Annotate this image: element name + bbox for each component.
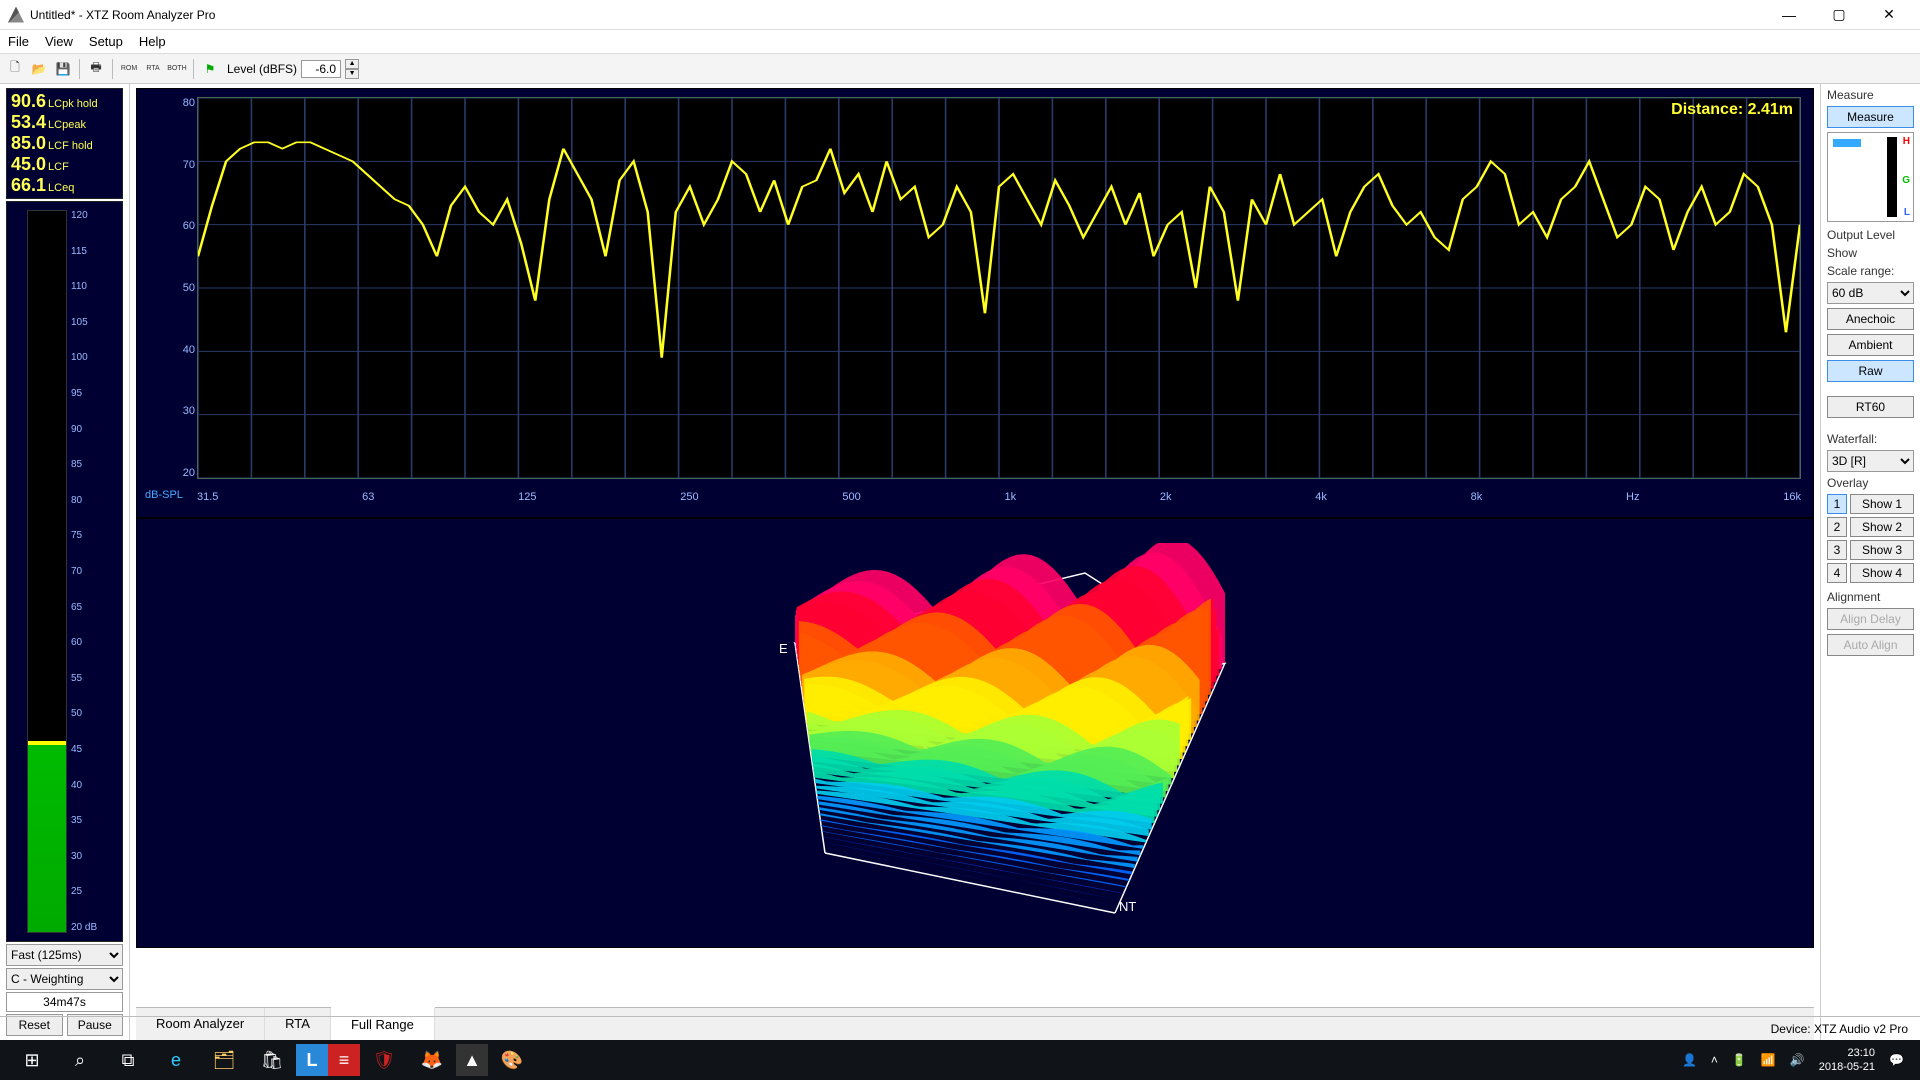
- status-bar: Device: XTZ Audio v2 Pro: [0, 1016, 1920, 1040]
- tray-chevron-icon[interactable]: ˄: [1711, 1053, 1718, 1067]
- overlay-1-show[interactable]: Show 1: [1850, 494, 1914, 514]
- overlay-4-show[interactable]: Show 4: [1850, 563, 1914, 583]
- toolbar: 🗋 📂 💾 🖶 ROM RTA BOTH ⚑ Level (dBFS) -6.0…: [0, 54, 1920, 84]
- save-button[interactable]: 💾: [52, 58, 74, 80]
- ambient-button[interactable]: Ambient: [1827, 334, 1914, 356]
- align-delay-button[interactable]: Align Delay: [1827, 608, 1914, 630]
- rt60-button[interactable]: RT60: [1827, 396, 1914, 418]
- overlay-2-show[interactable]: Show 2: [1850, 517, 1914, 537]
- window-title: Untitled* - XTZ Room Analyzer Pro: [30, 8, 1774, 22]
- mcafee-icon[interactable]: 🛡: [360, 1040, 408, 1080]
- elapsed-time: 34m47s: [6, 992, 123, 1012]
- search-icon[interactable]: ⌕: [56, 1040, 104, 1080]
- people-icon[interactable]: 👤: [1682, 1053, 1697, 1067]
- new-button[interactable]: 🗋: [4, 58, 26, 80]
- menu-help[interactable]: Help: [139, 34, 166, 49]
- notifications-icon[interactable]: 💬: [1889, 1053, 1904, 1067]
- spl-readout: 45.0LCF: [11, 154, 118, 175]
- speed-select[interactable]: Fast (125ms): [6, 944, 123, 966]
- right-panel: Measure Measure H G L Output Level Show …: [1820, 84, 1920, 1040]
- show-label: Show: [1827, 246, 1914, 260]
- weighting-select[interactable]: C - Weighting: [6, 968, 123, 990]
- battery-icon[interactable]: 🔋: [1732, 1053, 1747, 1067]
- db-spl-label: dB-SPL: [145, 489, 183, 501]
- start-button[interactable]: ⊞: [8, 1040, 56, 1080]
- close-button[interactable]: ✕: [1874, 5, 1904, 25]
- app-icon: [8, 7, 24, 23]
- edge-icon[interactable]: e: [152, 1040, 200, 1080]
- both-button[interactable]: BOTH: [166, 58, 188, 80]
- rom-button[interactable]: ROM: [118, 58, 140, 80]
- spl-readout: 90.6LCpk hold: [11, 91, 118, 112]
- axis-nt-label: NT: [1119, 899, 1136, 914]
- wifi-icon[interactable]: 📶: [1761, 1053, 1776, 1067]
- level-label: Level (dBFS): [227, 62, 297, 76]
- axis-e-label: E: [779, 641, 788, 656]
- menu-setup[interactable]: Setup: [89, 34, 123, 49]
- measure-header: Measure: [1827, 88, 1914, 102]
- level-scale-icon: [1887, 137, 1897, 217]
- scale-range-label: Scale range:: [1827, 264, 1914, 278]
- firefox-icon[interactable]: 🦊: [408, 1040, 456, 1080]
- xtz-app-icon[interactable]: ▲: [456, 1044, 488, 1076]
- raw-button[interactable]: Raw: [1827, 360, 1914, 382]
- level-meter: 1201151101051009590858075706560555045403…: [6, 201, 123, 942]
- overlay-3-show[interactable]: Show 3: [1850, 540, 1914, 560]
- spl-readout: 53.4LCpeak: [11, 112, 118, 133]
- chart-area: 80706050403020 Distance: 2.41m dB-SPL 31…: [130, 84, 1820, 1040]
- titlebar: Untitled* - XTZ Room Analyzer Pro — ▢ ✕: [0, 0, 1920, 30]
- alignment-label: Alignment: [1827, 590, 1914, 604]
- clock[interactable]: 23:10 2018-05-21: [1819, 1046, 1875, 1074]
- menubar: File View Setup Help: [0, 30, 1920, 54]
- anechoic-button[interactable]: Anechoic: [1827, 308, 1914, 330]
- menu-view[interactable]: View: [45, 34, 73, 49]
- frequency-response-chart: 80706050403020 Distance: 2.41m dB-SPL 31…: [136, 88, 1814, 518]
- level-value[interactable]: -6.0: [301, 60, 341, 78]
- menu-file[interactable]: File: [8, 34, 29, 49]
- waterfall-select[interactable]: 3D [R]: [1827, 450, 1914, 472]
- measure-button[interactable]: Measure: [1827, 106, 1914, 128]
- rta-button[interactable]: RTA: [142, 58, 164, 80]
- flag-button[interactable]: ⚑: [199, 58, 221, 80]
- overlay-2-num[interactable]: 2: [1827, 517, 1847, 537]
- overlay-label: Overlay: [1827, 476, 1914, 490]
- level-down-button[interactable]: ▼: [345, 69, 359, 79]
- scale-range-select[interactable]: 60 dB: [1827, 282, 1914, 304]
- store-icon[interactable]: 🛍: [248, 1040, 296, 1080]
- clip-l-icon: L: [1904, 207, 1910, 218]
- level-bar-icon: [1833, 139, 1861, 147]
- level-up-button[interactable]: ▲: [345, 59, 359, 69]
- left-panel: 90.6LCpk hold53.4LCpeak85.0LCF hold45.0L…: [0, 84, 130, 1040]
- app-red-icon[interactable]: ≡: [328, 1044, 360, 1076]
- overlay-4-num[interactable]: 4: [1827, 563, 1847, 583]
- distance-readout: Distance: 2.41m: [1671, 101, 1793, 119]
- app-l-icon[interactable]: L: [296, 1044, 328, 1076]
- device-status: Device: XTZ Audio v2 Pro: [1771, 1022, 1908, 1036]
- auto-align-button[interactable]: Auto Align: [1827, 634, 1914, 656]
- taskview-icon[interactable]: ⧉: [104, 1040, 152, 1080]
- minimize-button[interactable]: —: [1774, 5, 1804, 25]
- output-level-indicator: H G L: [1827, 132, 1914, 222]
- overlay-3-num[interactable]: 3: [1827, 540, 1847, 560]
- explorer-icon[interactable]: 🗂: [200, 1040, 248, 1080]
- output-level-label: Output Level: [1827, 228, 1914, 242]
- clip-g-icon: G: [1902, 175, 1910, 186]
- maximize-button[interactable]: ▢: [1824, 5, 1854, 25]
- spl-readout: 66.1LCeq: [11, 175, 118, 196]
- volume-icon[interactable]: 🔊: [1790, 1053, 1805, 1067]
- spl-readouts: 90.6LCpk hold53.4LCpeak85.0LCF hold45.0L…: [6, 88, 123, 199]
- paint-icon[interactable]: 🎨: [488, 1040, 536, 1080]
- waterfall-chart: E NT: [136, 518, 1814, 948]
- overlay-1-num[interactable]: 1: [1827, 494, 1847, 514]
- print-button[interactable]: 🖶: [85, 58, 107, 80]
- clip-h-icon: H: [1903, 136, 1910, 147]
- open-button[interactable]: 📂: [28, 58, 50, 80]
- spl-readout: 85.0LCF hold: [11, 133, 118, 154]
- taskbar: ⊞ ⌕ ⧉ e 🗂 🛍 L ≡ 🛡 🦊 ▲ 🎨 👤 ˄ 🔋 📶 🔊 23:10 …: [0, 1040, 1920, 1080]
- waterfall-label: Waterfall:: [1827, 432, 1914, 446]
